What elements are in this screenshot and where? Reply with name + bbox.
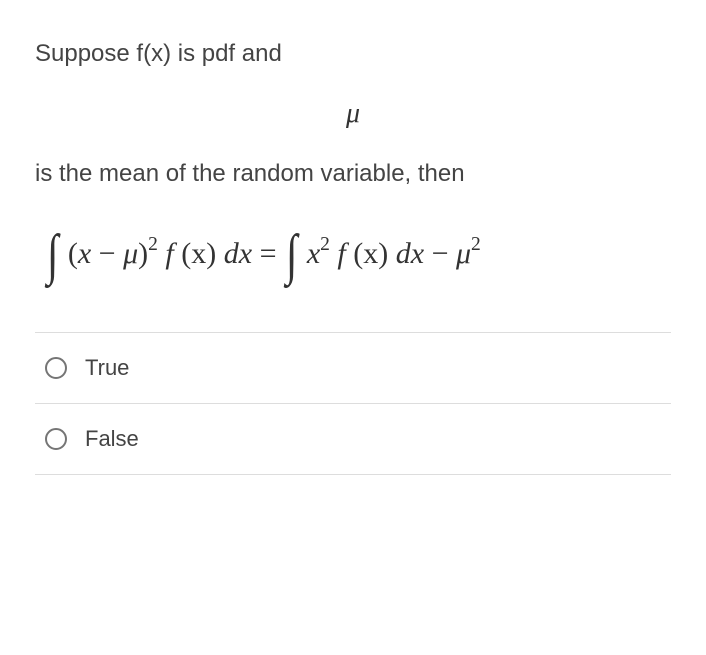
question-line1: Suppose f(x) is pdf and [35,40,671,68]
options-group: True False [35,332,671,475]
option-false[interactable]: False [35,404,671,475]
radio-icon [45,357,67,379]
option-label: False [85,426,139,452]
radio-icon [45,428,67,450]
option-label: True [85,355,129,381]
equation: ∫ (x − μ)2 f (x) dx = ∫ x2 f (x) dx − μ2 [35,213,671,277]
mu-symbol: μ [35,98,671,130]
question-line2: is the mean of the random variable, then [35,160,671,188]
option-true[interactable]: True [35,333,671,404]
